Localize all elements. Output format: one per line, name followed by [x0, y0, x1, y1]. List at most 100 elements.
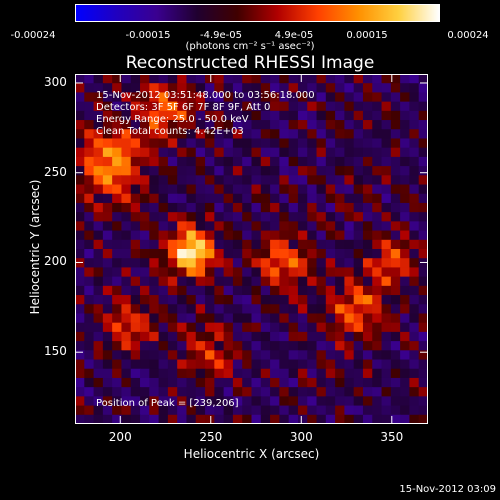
heatmap-cell — [279, 166, 290, 176]
heatmap-cell — [177, 138, 188, 149]
heatmap-cell — [167, 239, 178, 250]
heatmap-cell — [121, 184, 132, 195]
heatmap-cell — [335, 341, 345, 351]
heatmap-cell — [307, 313, 318, 324]
heatmap-cell — [149, 230, 160, 241]
heatmap-cell — [205, 304, 215, 315]
heatmap-cell — [102, 276, 113, 287]
heatmap-cell — [214, 276, 225, 287]
heatmap-cell — [316, 74, 327, 84]
heatmap-cell — [121, 212, 132, 222]
heatmap-cell — [205, 387, 215, 397]
heatmap-cell — [75, 341, 85, 351]
heatmap-cell — [121, 341, 132, 351]
heatmap-cell — [140, 129, 150, 140]
heatmap-cell — [149, 276, 160, 287]
heatmap-cell — [372, 129, 383, 140]
heatmap-cell — [102, 313, 113, 324]
heatmap-cell — [325, 267, 336, 278]
heatmap-cell — [205, 313, 215, 324]
heatmap-cell — [140, 249, 150, 259]
heatmap-cell — [177, 92, 188, 103]
heatmap-cell — [75, 221, 85, 232]
heatmap-cell — [93, 322, 104, 333]
heatmap-cell — [205, 193, 215, 204]
heatmap-cell — [232, 368, 243, 379]
heatmap-cell — [279, 120, 290, 130]
heatmap-cell — [195, 101, 206, 112]
heatmap-cell — [112, 74, 123, 84]
heatmap-cell — [121, 221, 132, 232]
heatmap-cell — [232, 230, 243, 241]
heatmap-cell — [93, 341, 104, 351]
heatmap-cell — [242, 359, 253, 370]
heatmap-cell — [84, 313, 95, 324]
heatmap-cell — [297, 230, 308, 241]
heatmap-cell — [335, 129, 345, 140]
heatmap-cell — [344, 295, 355, 305]
heatmap-cell — [186, 295, 197, 305]
heatmap-cell — [84, 249, 95, 259]
heatmap-cell — [260, 258, 271, 269]
heatmap-cell — [288, 101, 299, 112]
heatmap-cell — [418, 350, 428, 361]
heatmap-cell — [140, 120, 150, 130]
heatmap-cell — [75, 377, 85, 388]
heatmap-cell — [186, 202, 197, 213]
heatmap-cell — [362, 249, 373, 259]
heatmap-cell — [307, 175, 318, 186]
heatmap-cell — [288, 258, 299, 269]
heatmap-cell — [418, 83, 428, 94]
heatmap-cell — [325, 285, 336, 296]
heatmap-cell — [353, 331, 364, 342]
heatmap-cell — [75, 350, 85, 361]
heatmap-cell — [121, 147, 132, 158]
heatmap-cell — [140, 202, 150, 213]
heatmap-cell — [297, 239, 308, 250]
heatmap-cell — [288, 202, 299, 213]
heatmap-cell — [362, 341, 373, 351]
heatmap-cell — [335, 322, 345, 333]
heatmap-cell — [214, 74, 225, 84]
heatmap-cell — [251, 414, 262, 424]
colorbar-tick-label: 4.9e-05 — [274, 30, 314, 41]
heatmap-cell — [214, 368, 225, 379]
heatmap-cell — [400, 175, 411, 186]
heatmap-cell — [362, 101, 373, 112]
heatmap-cell — [121, 120, 132, 130]
heatmap-cell — [75, 147, 85, 158]
heatmap-cell — [177, 147, 188, 158]
heatmap-cell — [102, 377, 113, 388]
heatmap-cell — [353, 202, 364, 213]
heatmap-cell — [362, 350, 373, 361]
heatmap-cell — [93, 74, 104, 84]
heatmap-cell — [279, 249, 290, 259]
heatmap-cell — [260, 230, 271, 241]
heatmap-cell — [75, 387, 85, 397]
heatmap-cell — [130, 230, 141, 241]
heatmap-cell — [177, 101, 188, 112]
heatmap-cell — [214, 147, 225, 158]
heatmap-cell — [270, 239, 280, 250]
heatmap-cell — [381, 83, 392, 94]
heatmap-cell — [223, 193, 234, 204]
heatmap-cell — [167, 110, 178, 121]
heatmap-cell — [149, 92, 160, 103]
heatmap-cell — [270, 221, 280, 232]
heatmap-cell — [325, 359, 336, 370]
heatmap-cell — [325, 322, 336, 333]
heatmap-cell — [279, 331, 290, 342]
heatmap-cell — [409, 129, 420, 140]
heatmap-cell — [372, 138, 383, 149]
heatmap-cell — [279, 212, 290, 222]
heatmap-cell — [158, 304, 169, 315]
heatmap-cell — [288, 313, 299, 324]
heatmap-cell — [84, 304, 95, 315]
heatmap-cell — [400, 304, 411, 315]
heatmap-cell — [288, 414, 299, 424]
heatmap-cell — [260, 101, 271, 112]
heatmap-cell — [418, 276, 428, 287]
heatmap-cell — [400, 101, 411, 112]
heatmap-cell — [335, 202, 345, 213]
heatmap-cell — [149, 295, 160, 305]
